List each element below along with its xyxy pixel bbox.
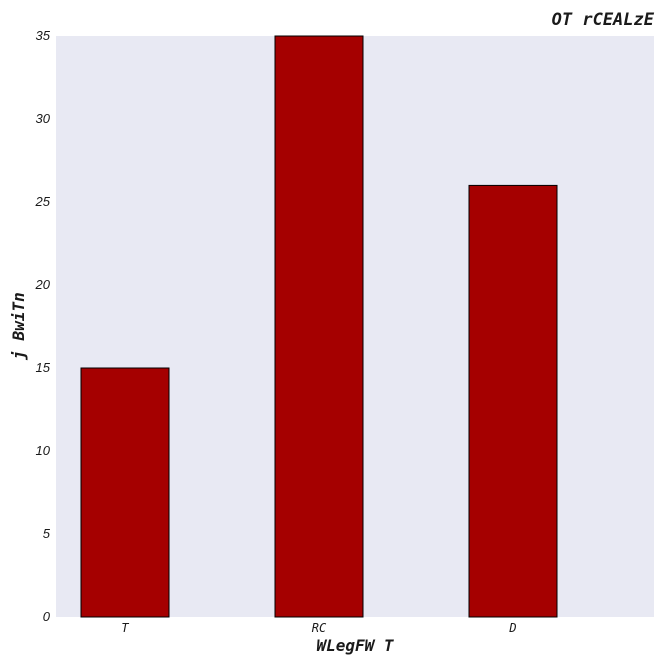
y-tick-label-10: 10 <box>36 443 51 458</box>
y-tick-label-25: 25 <box>35 194 51 209</box>
bar-t <box>80 367 170 618</box>
x-tick-label-t: T <box>121 621 129 635</box>
x-tick-label-rc: RC <box>312 621 327 635</box>
bars-group <box>80 35 558 618</box>
x-axis-label: WLegFW T <box>316 636 394 655</box>
y-tick-labels: 0 5 10 15 20 25 30 35 <box>35 28 51 624</box>
y-tick-label-20: 20 <box>35 277 51 292</box>
chart-title: OT rCEALzE <box>552 10 655 30</box>
y-tick-label-15: 15 <box>36 360 51 375</box>
x-tick-labels: T RC D <box>121 621 516 635</box>
y-tick-label-0: 0 <box>43 609 51 624</box>
x-tick-label-d: D <box>508 621 516 635</box>
y-tick-label-5: 5 <box>43 526 51 541</box>
bar-d <box>468 184 558 618</box>
y-tick-label-30: 30 <box>36 111 51 126</box>
y-axis-label: j BwiTn <box>9 292 28 360</box>
y-tick-label-35: 35 <box>36 28 51 43</box>
bar-rc <box>274 35 364 618</box>
